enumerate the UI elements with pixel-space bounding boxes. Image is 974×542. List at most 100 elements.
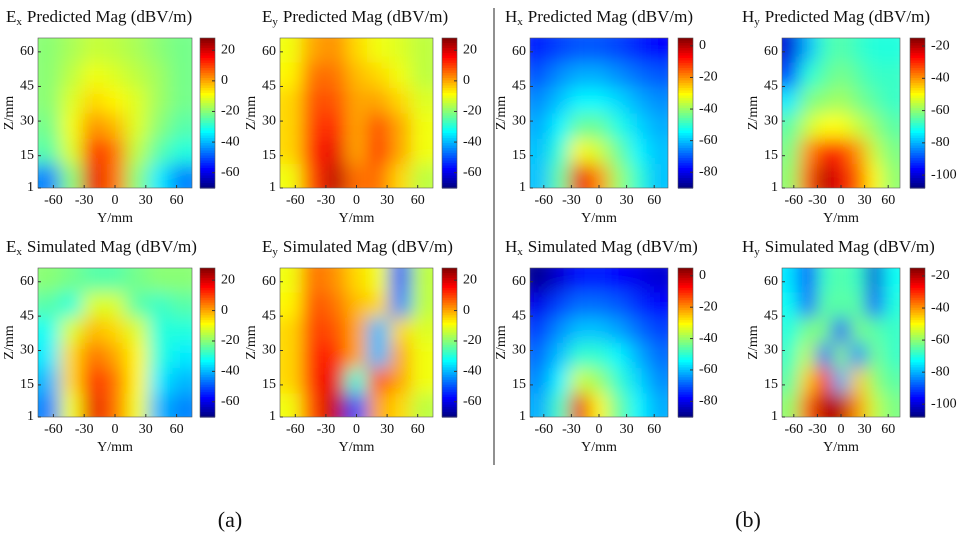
colorbar-frame (199, 267, 216, 418)
heatmap-cell (125, 38, 149, 63)
heatmap-cell (324, 367, 347, 394)
heatmap-cell (569, 268, 591, 293)
colorbar (910, 268, 925, 418)
y-tick-label: 60 (20, 44, 34, 59)
heatmap-cell (59, 62, 83, 88)
heatmap-cell (148, 38, 171, 63)
heatmap-cell (38, 38, 61, 63)
heatmap-cell (148, 367, 171, 394)
heatmap-cell (849, 292, 867, 318)
heatmap-cell (549, 113, 570, 139)
y-tick-label: 15 (764, 377, 778, 392)
x-tick-label: -30 (317, 193, 336, 208)
y-tick-label: 60 (262, 274, 276, 289)
heatmap-cell (882, 367, 900, 394)
heatmap-cell (280, 367, 303, 394)
panel-title: Hy Predicted Mag (dBV/m) (742, 7, 930, 28)
heatmap-cell (832, 317, 850, 343)
heatmap-cell (345, 317, 368, 343)
heatmap-cell (849, 138, 867, 165)
heatmap-cell (148, 62, 171, 88)
colorbar (442, 268, 457, 418)
heatmap-cell (882, 163, 900, 188)
heatmap-cell (169, 367, 192, 394)
heatmap-cell (82, 317, 105, 343)
x-tick-label: 30 (620, 193, 634, 208)
heatmap-cell (798, 62, 817, 88)
colorbar-tick-label: -20 (221, 333, 240, 348)
y-axis-label: Z/mm (494, 325, 509, 359)
heatmap-cell (589, 342, 610, 369)
colorbar-tick-label: 0 (699, 268, 706, 283)
heatmap-cell (816, 317, 834, 343)
heatmap-cell (628, 38, 649, 63)
heatmap-cell (389, 87, 412, 114)
heatmap-cell (104, 138, 127, 165)
heatmap-cells (530, 38, 668, 188)
heatmap-cell (882, 62, 900, 88)
heatmap-cell (849, 367, 867, 394)
heatmap-cell (345, 87, 368, 114)
colorbar-tick-label: -60 (463, 165, 482, 180)
heatmap-cell (849, 163, 867, 188)
heatmap-cell (569, 292, 591, 318)
x-tick-label: 0 (838, 422, 845, 437)
panel-title: Ey Simulated Mag (dBV/m) (262, 237, 453, 258)
heatmap-cell (82, 342, 105, 369)
heatmap-cell (798, 163, 817, 188)
heatmap-cell (530, 38, 551, 63)
heatmap-cell (59, 138, 83, 165)
heatmap-cell (389, 113, 412, 139)
heatmap-cell (148, 138, 171, 165)
heatmap-cell (104, 342, 127, 369)
heatmap-cell (169, 342, 192, 369)
heatmap-cell (589, 62, 610, 88)
heatmap-cell (782, 342, 800, 369)
heatmap-cell (549, 268, 570, 293)
heatmap-cell (280, 317, 303, 343)
heatmap-cell (280, 87, 303, 114)
heatmap-cell (59, 317, 83, 343)
heatmap-cell (301, 38, 325, 63)
heatmap-cell (169, 393, 192, 417)
heatmap-cell (366, 268, 390, 293)
heatmap-cell (608, 292, 629, 318)
colorbar-tick-label: -80 (699, 394, 718, 409)
x-axis-label: Y/mm (339, 440, 375, 455)
heatmap-cell (82, 113, 105, 139)
heatmap-cell (125, 292, 149, 318)
x-axis-label: Y/mm (339, 211, 375, 226)
y-tick-label: 60 (764, 274, 778, 289)
colorbar-tick-label: -60 (463, 394, 482, 409)
heatmap-cell (628, 87, 649, 114)
heatmap-cell (280, 393, 303, 417)
colorbar-tick-label: -40 (931, 71, 950, 86)
heatmap-cell (324, 138, 347, 165)
y-tick-label: 1 (519, 409, 526, 424)
heatmap-cell (169, 38, 192, 63)
heatmap-cell (301, 87, 325, 114)
heatmap-cell (782, 292, 800, 318)
heatmap-cell (59, 268, 83, 293)
colorbar-frame (441, 267, 458, 418)
heatmap-cell (648, 113, 668, 139)
heatmap-cell (832, 268, 850, 293)
heatmap-cell (324, 342, 347, 369)
colorbar-frame (441, 37, 458, 189)
colorbar-tick-label: -40 (699, 331, 718, 346)
heatmap-cell (832, 163, 850, 188)
heatmap-cell (530, 342, 551, 369)
x-tick-label: -60 (784, 422, 803, 437)
heatmap-cell (866, 138, 884, 165)
y-tick-label: 60 (764, 44, 778, 59)
heatmap-cell (589, 113, 610, 139)
heatmap-cell (549, 38, 570, 63)
x-tick-label: -30 (562, 422, 581, 437)
heatmap-area (38, 38, 192, 188)
heatmap-cell (549, 367, 570, 394)
heatmap-cell (530, 163, 551, 188)
x-tick-label: -30 (562, 193, 581, 208)
heatmap-cell (782, 38, 800, 63)
heatmap-cell (866, 87, 884, 114)
heatmap-cell (389, 138, 412, 165)
